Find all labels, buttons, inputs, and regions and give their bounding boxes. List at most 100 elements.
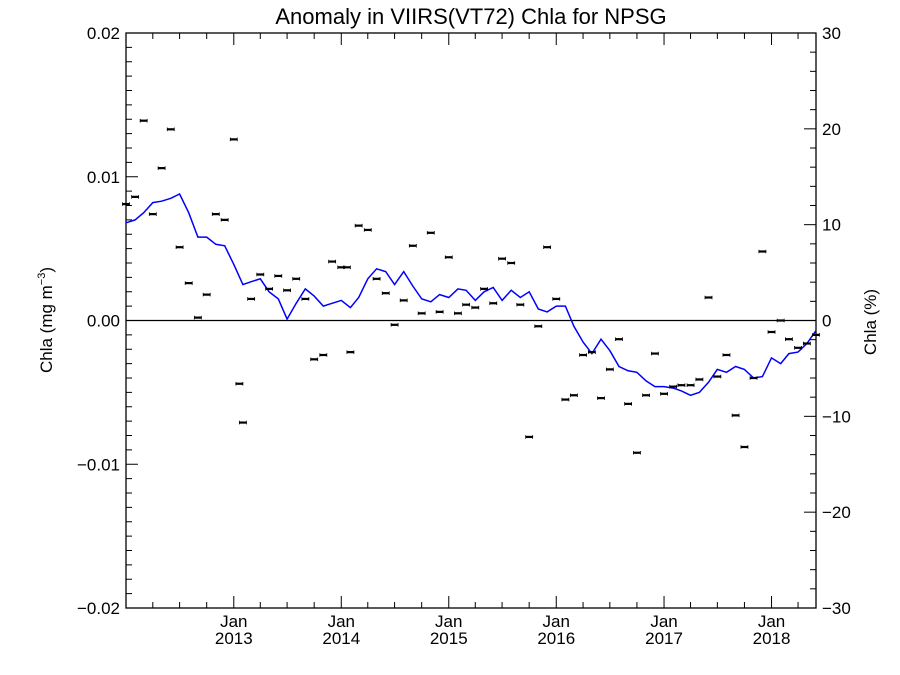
y-right-tick-label: 30	[822, 24, 841, 43]
data-point	[256, 272, 265, 277]
data-point	[239, 420, 247, 425]
anomaly-line	[125, 192, 817, 397]
data-point	[731, 413, 740, 418]
data-point	[480, 287, 489, 291]
data-point	[516, 302, 525, 307]
data-point	[561, 397, 570, 402]
data-point	[426, 231, 435, 235]
data-point	[587, 350, 596, 354]
data-point	[283, 288, 291, 293]
x-tick-label-month: Jan	[650, 612, 677, 631]
x-tick-label-year: 2018	[753, 629, 791, 648]
y-left-tick-label: 0.01	[87, 168, 120, 187]
plot-area: 0.02 0.01 0.00 −0.01 −0.02 30 20 10 0 −10 −20 −30 Ja…	[77, 24, 851, 648]
y-right-tick-label: −20	[822, 503, 851, 522]
data-point	[399, 298, 408, 303]
y-axis-label-left-sup: −3	[36, 273, 48, 286]
data-point	[363, 228, 372, 232]
data-point	[749, 376, 758, 380]
data-point	[507, 261, 516, 265]
data-point	[686, 383, 695, 387]
data-point	[220, 218, 229, 222]
data-point	[498, 256, 506, 261]
data-point	[802, 341, 811, 346]
data-point	[677, 383, 686, 387]
data-point	[390, 323, 399, 327]
data-point	[660, 392, 668, 396]
data-point	[372, 277, 381, 281]
data-point	[292, 277, 301, 281]
data-point	[794, 346, 802, 350]
data-point	[579, 353, 587, 357]
x-tick-label-month: Jan	[543, 612, 570, 631]
chart-title: Anomaly in VIIRS(VT72) Chla for NPSG	[275, 4, 666, 29]
data-point	[319, 353, 328, 357]
data-point	[235, 381, 244, 386]
data-point	[453, 311, 462, 316]
data-point	[704, 295, 713, 300]
y-axis-label-left-text: Chla (mg m	[37, 285, 56, 373]
data-point	[122, 202, 130, 206]
data-point	[229, 137, 238, 142]
y-left-tick-label: −0.01	[77, 455, 120, 474]
data-point	[695, 377, 704, 382]
y-axis-label-left-close: )	[37, 267, 56, 273]
data-point	[202, 292, 211, 297]
data-point	[342, 265, 351, 270]
y-axis-label-left: Chla (mg m−3)	[36, 267, 56, 373]
data-point	[812, 333, 820, 337]
data-point	[301, 297, 310, 301]
x-tick-label-month: Jan	[220, 612, 247, 631]
data-point	[166, 127, 175, 132]
data-point	[767, 330, 776, 334]
y-right-tick-label: −30	[822, 599, 851, 618]
data-point	[265, 287, 274, 291]
data-point	[131, 195, 140, 199]
data-point	[310, 357, 319, 362]
data-point	[615, 337, 623, 341]
y-right-tick-label: 10	[822, 216, 841, 235]
y-axis-label-right: Chla (%)	[861, 289, 880, 355]
x-tick-label-year: 2014	[322, 629, 360, 648]
data-point	[408, 243, 417, 248]
data-point	[193, 315, 202, 320]
data-point	[444, 255, 453, 260]
y-right-tick-label: 0	[822, 312, 831, 331]
data-point	[175, 245, 184, 249]
data-point	[417, 311, 426, 316]
x-tick-label-year: 2015	[430, 629, 468, 648]
x-tick-label-year: 2013	[215, 629, 253, 648]
x-tick-label-year: 2016	[537, 629, 575, 648]
x-tick-label-month: Jan	[758, 612, 785, 631]
x-tick-label-month: Jan	[328, 612, 355, 631]
data-point	[570, 393, 578, 398]
data-point	[605, 367, 614, 372]
data-point	[597, 396, 605, 400]
data-point	[346, 350, 355, 354]
data-point	[471, 305, 480, 310]
data-point	[381, 291, 390, 295]
data-point	[328, 259, 337, 264]
data-point	[247, 297, 256, 301]
data-point	[462, 302, 471, 307]
data-point	[525, 435, 534, 439]
data-point	[354, 223, 363, 228]
data-point	[651, 351, 659, 356]
data-point	[758, 249, 767, 254]
data-point	[642, 393, 650, 398]
y-left-tick-label: 0.02	[87, 24, 120, 43]
data-point	[722, 353, 731, 357]
y-left-tick-label: −0.02	[77, 599, 120, 618]
y-right-tick-label: 20	[822, 120, 841, 139]
data-point	[785, 337, 793, 341]
data-point	[139, 118, 148, 123]
data-point	[489, 301, 498, 306]
data-point	[157, 166, 166, 170]
y-left-tick-label: 0.00	[87, 312, 120, 331]
data-point	[148, 212, 157, 216]
data-point	[740, 445, 749, 449]
data-point	[543, 245, 552, 249]
data-point	[624, 402, 633, 406]
data-point	[184, 281, 193, 285]
